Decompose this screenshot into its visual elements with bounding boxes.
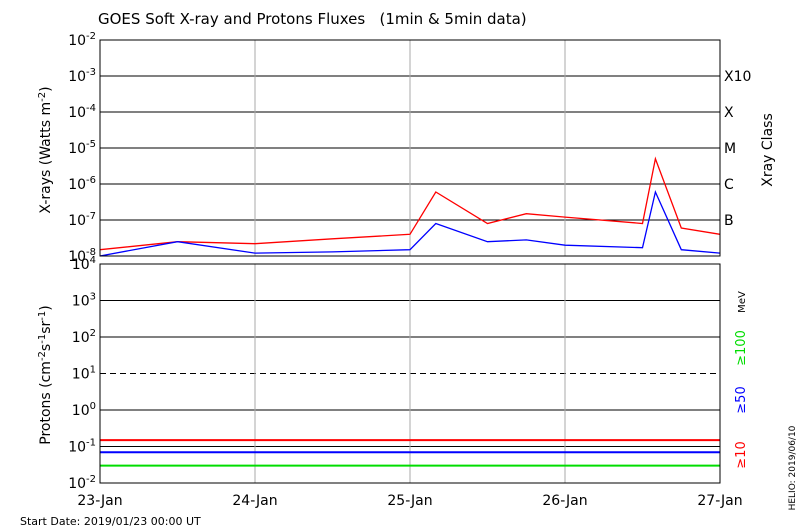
proton-plot-frame (99, 263, 721, 484)
legend-ge10: ≥10 (734, 441, 749, 468)
proton-y-axis-label: Protons (cm-2s-1sr-1) (37, 305, 54, 444)
credit-label: HELIO: 2019/06/10 (788, 425, 798, 510)
legend-ge100: ≥100 (734, 330, 749, 366)
xray-y-tick-labels: 10-2 10-3 10-4 10-5 10-6 10-7 10-8 (68, 31, 96, 265)
xray-series-0 (99, 156, 721, 251)
mev-unit-label: MeV (737, 291, 748, 313)
xray-class-labels: X10 X M C B (724, 69, 751, 229)
proton-y-tick: 10-1 (68, 438, 96, 456)
xray-y-tick: 10-2 (68, 31, 96, 49)
proton-y-tick: 100 (72, 401, 96, 419)
legend-ge50: ≥50 (734, 386, 749, 413)
xray-y-tick: 10-4 (68, 103, 96, 121)
xray-y-tick: 10-5 (68, 139, 96, 157)
chart-title: GOES Soft X-ray and Protons Fluxes (1min… (98, 10, 527, 28)
x-tick: 27-Jan (697, 493, 742, 509)
proton-panel: 104 103 102 101 100 10-1 10-2 23-Jan 24-Jan 25-J… (37, 255, 749, 509)
x-tick-labels: 23-Jan 24-Jan 25-Jan 26-Jan 27-Jan (77, 493, 742, 509)
xray-y-axis-label: X-rays (Watts m-2) (37, 86, 54, 213)
xray-gridlines (100, 40, 720, 256)
xray-panel: 10-2 10-3 10-4 10-5 10-6 10-7 10-8 X10 X M C B X-r… (37, 31, 776, 265)
xray-plot-frame (99, 39, 721, 257)
proton-y-tick: 102 (72, 328, 96, 346)
x-tick: 26-Jan (542, 493, 587, 509)
xray-class-axis-label: Xray Class (760, 113, 776, 187)
xray-class-X: X (724, 105, 734, 121)
xray-y-tick: 10-7 (68, 211, 96, 229)
xray-class-X10: X10 (724, 69, 751, 85)
proton-y-tick: 104 (72, 255, 96, 273)
xray-class-C: C (724, 177, 734, 193)
xray-class-B: B (724, 213, 734, 229)
xray-series-1 (99, 189, 721, 257)
x-tick: 25-Jan (387, 493, 432, 509)
xray-y-tick: 10-3 (68, 67, 96, 85)
start-date: Start Date: 2019/01/23 00:00 UT (20, 515, 201, 528)
proton-series-group (100, 439, 720, 467)
proton-y-tick: 101 (72, 365, 96, 383)
x-tick: 24-Jan (232, 493, 277, 509)
proton-y-tick-labels: 104 103 102 101 100 10-1 10-2 (68, 255, 96, 492)
xray-series-group (99, 156, 721, 257)
xray-y-tick: 10-6 (68, 175, 96, 193)
xray-y-tick: 10-8 (68, 247, 96, 265)
proton-y-tick: 10-2 (68, 474, 96, 492)
proton-gridlines (100, 264, 720, 483)
proton-y-tick: 103 (72, 292, 96, 310)
xray-class-M: M (724, 141, 736, 157)
x-tick: 23-Jan (77, 493, 122, 509)
